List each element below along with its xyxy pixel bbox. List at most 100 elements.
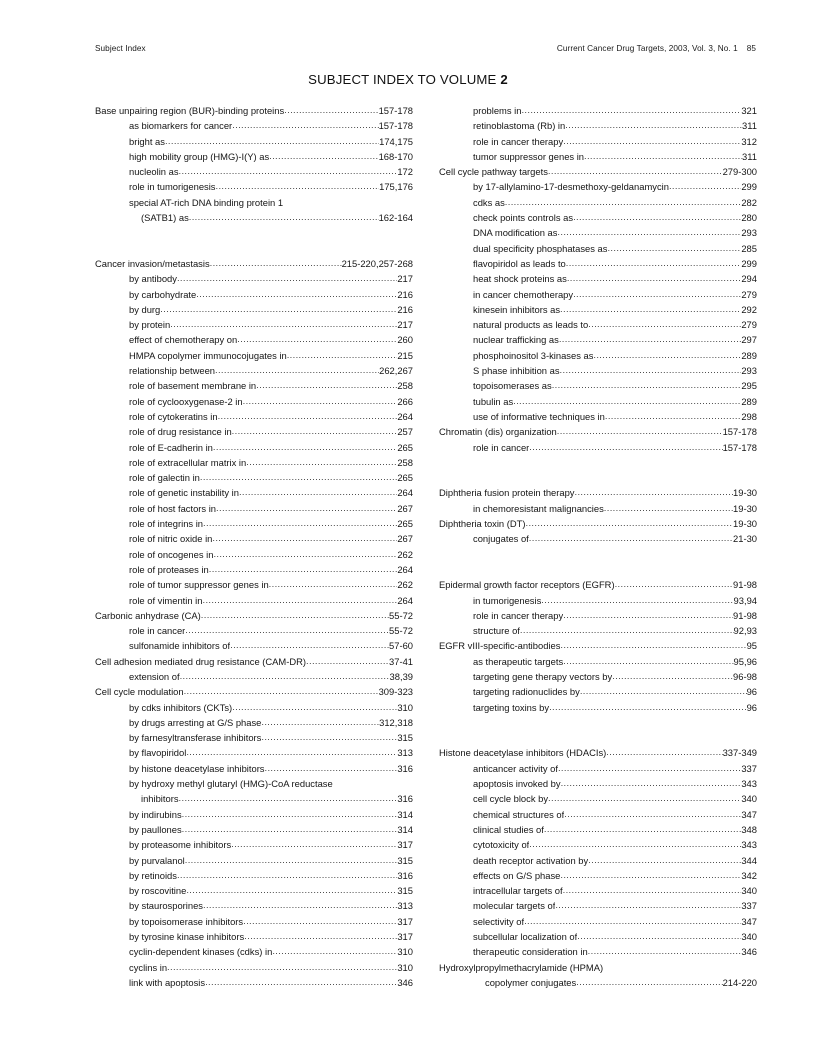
index-entry-pages: 55-72 [389,625,413,637]
index-entry-label: inhibitors [141,793,179,805]
index-entry-sub: in chemoresistant malignancies 19-30 [439,501,757,516]
index-entry-pages: 340 [741,793,757,805]
running-head: Subject Index Current Cancer Drug Target… [95,44,756,58]
leader-dots [604,503,733,512]
index-entry-pages: 265 [397,472,413,484]
index-entry-label: link with apoptosis [129,976,206,988]
volume-number: 2 [500,72,508,87]
index-entry-sub: in tumorigenesis 93,94 [439,593,757,608]
index-entry-sub: cyclin-dependent kinases (cdks) in 310 [95,944,413,959]
leader-dots [544,824,741,833]
leader-dots [232,426,398,435]
index-entry-main: Epidermal growth factor receptors (EGFR)… [439,577,757,592]
index-entry-pages: 347 [741,808,757,820]
index-entry-label: Chromatin (dis) organization [439,426,557,438]
leader-dots [265,763,398,772]
index-entry-pages: 315 [397,732,413,744]
leader-dots [243,396,398,405]
index-entry-label: by 17-allylamino-17-desmethoxy-geldanamy… [473,181,669,193]
index-entry-sub: molecular targets of 337 [439,898,757,913]
index-entry-sub: role of drug resistance in 257 [95,424,413,439]
index-entry-label: role of host factors in [129,502,217,514]
index-entry-sub: by cdks inhibitors (CKTs) 310 [95,700,413,715]
index-entry-sub: role in cancer therapy 91-98 [439,608,757,623]
index-entry-sub: intracellular targets of 340 [439,883,757,898]
index-entry-pages: 299 [741,181,757,193]
leader-dots [244,931,397,940]
index-column-right: problems in321retinoblastoma (Rb) in311r… [439,103,757,990]
index-entry-sub: role in tumorigenesis 175,176 [95,179,413,194]
index-entry-pages: 314 [397,808,413,820]
index-entry-pages: 343 [741,778,757,790]
index-entry-sub: anticancer activity of 337 [439,761,757,776]
leader-dots [239,487,397,496]
leader-dots [558,763,741,772]
index-entry-label: bright as [129,135,165,147]
leader-dots [160,304,397,313]
leader-dots [213,549,397,558]
page-number: 85 [746,44,756,53]
index-entry-label: role of extracellular matrix in [129,456,247,468]
index-entry-pages: 96 [746,701,757,713]
index-entry-main: Diphtheria toxin (DT) 19-30 [439,516,757,531]
leader-dots [552,380,742,389]
index-entry-label: natural products as leads to [473,319,589,331]
index-entry-pages: 314 [397,823,413,835]
page-title-text: SUBJECT INDEX TO VOLUME [308,72,501,87]
index-entry-sub: in cancer chemotherapy 279 [439,287,757,302]
index-entry-label: cyclins in [129,961,168,973]
index-entry-label: effects on G/S phase [473,869,561,881]
index-entry-main: EGFR vIII-specific-antibodies 95 [439,638,757,653]
leader-dots [272,946,397,955]
index-entry-label: EGFR vIII-specific-antibodies [439,640,561,652]
leader-dots [548,793,741,802]
index-entry-sub: conjugates of 21-30 [439,531,757,546]
index-entry-pages: 289 [741,349,757,361]
index-entry-label: in chemoresistant malignancies [473,502,604,514]
index-entry-label: sulfonamide inhibitors of [129,640,231,652]
index-entry-pages: 298 [741,410,757,422]
index-entry-sub: dual specificity phosphatases as 285 [439,241,757,256]
leader-dots [218,411,398,420]
index-entry-label: role of galectin in [129,472,200,484]
index-entry-pages: 344 [741,854,757,866]
leader-dots [529,533,733,542]
leader-dots [560,365,742,374]
index-entry-label: topoisomerases as [473,380,552,392]
index-group-gap [439,730,757,745]
index-entry-sub: by retinoids 316 [95,868,413,883]
index-entry-pages: 257 [397,426,413,438]
leader-dots [563,656,733,665]
index-entry-pages: 38,39 [389,670,413,682]
index-entry-label: S phase inhibition as [473,365,560,377]
leader-dots [179,793,398,802]
leader-dots [232,702,397,711]
index-entry-sub: cdks as 282 [439,195,757,210]
index-entry-label: nuclear trafficking as [473,334,559,346]
index-entry-pages: 262 [397,548,413,560]
index-entry-sub: by topoisomerase inhibitors 317 [95,914,413,929]
leader-dots [560,304,741,313]
index-entry-sub: targeting toxins by 96 [439,700,757,715]
leader-dots [560,640,746,649]
leader-dots [202,595,397,604]
index-entry-pages: 313 [397,747,413,759]
leader-dots [232,120,378,129]
leader-dots [520,625,734,634]
leader-dots [284,105,378,114]
index-entry-label: structure of [473,625,520,637]
index-entry-label: tubulin as [473,395,514,407]
leader-dots [212,533,397,542]
leader-dots [196,289,397,298]
index-entry-label: by topoisomerase inhibitors [129,915,244,927]
index-entry-sub: by antibody 217 [95,271,413,286]
leader-dots [177,273,397,282]
index-entry-sub: role of E-cadherin in 265 [95,440,413,455]
index-entry-sub: structure of 92,93 [439,623,757,638]
leader-dots [580,686,747,695]
leader-dots [576,977,722,986]
leader-dots [186,747,397,756]
leader-dots [210,258,342,267]
index-entry-sub: topoisomerases as 295 [439,378,757,393]
index-entry-label: Carbonic anhydrase (CA) [95,609,201,621]
